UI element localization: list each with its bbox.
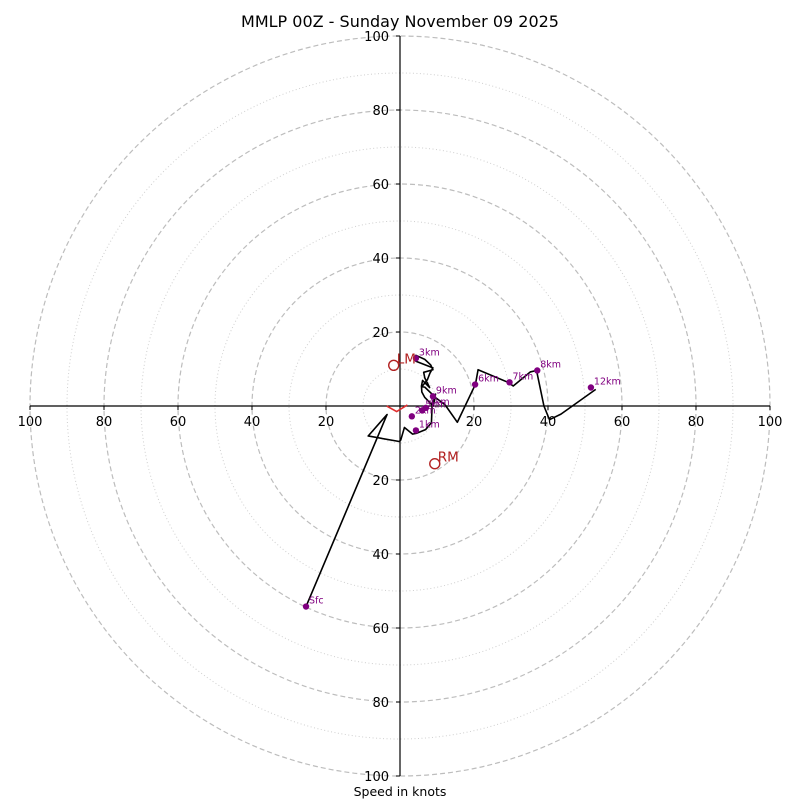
x-tick-label: 100: [758, 415, 783, 430]
y-tick-label: 40: [372, 548, 389, 563]
storm-motion-label: RM: [438, 450, 459, 466]
height-marker-label: Sfc: [309, 596, 324, 607]
height-marker-dot: [412, 427, 420, 434]
y-tick-label: 80: [372, 696, 389, 711]
chart-title: MMLP 00Z - Sunday November 09 2025: [241, 12, 559, 31]
x-tick-label: 100: [18, 415, 43, 430]
low-level-shear-segment: [386, 404, 408, 413]
tick-labels: 100 80 60 40 20 20 40 60 80 100100806040202040608…: [18, 30, 783, 785]
height-marker-label: 6km: [478, 374, 499, 385]
x-axis-label: Speed in knots: [354, 784, 447, 799]
height-marker-dot: [412, 355, 420, 362]
x-tick-label: 20: [466, 415, 483, 430]
height-marker-label: 2km: [415, 405, 436, 416]
height-marker-label: 4km: [429, 397, 450, 408]
height-marker-dot: [587, 384, 595, 391]
x-tick-label: 20: [318, 415, 335, 430]
height-marker-label: 8km: [540, 359, 561, 370]
height-marker-dot: [471, 381, 479, 388]
height-marker-label: 1km: [419, 419, 440, 430]
y-tick-label: 100: [364, 30, 389, 45]
x-tick-label: 40: [244, 415, 261, 430]
height-marker-label: 3km: [419, 347, 440, 358]
y-tick-label: 60: [372, 178, 389, 193]
axes: [30, 36, 770, 776]
y-tick-label: 80: [372, 104, 389, 119]
height-marker-dot: [534, 367, 541, 374]
height-marker-label: 5km: [425, 399, 446, 410]
y-tick-label: 100: [364, 770, 389, 785]
x-tick-label: 80: [96, 415, 113, 430]
x-tick-label: 60: [170, 415, 187, 430]
y-tick-label: 20: [372, 474, 389, 489]
storm-motion-label: LM: [397, 351, 416, 367]
y-tick-label: 60: [372, 622, 389, 637]
storm-motion-marker: [429, 458, 441, 470]
height-marker-dot: [419, 407, 426, 414]
storm-motion-markers: LM RM: [388, 351, 459, 470]
height-marker-dot: [429, 393, 437, 400]
y-tick-label: 20: [372, 326, 389, 341]
height-marker-dot: [302, 603, 310, 610]
height-marker-label: 7km: [513, 371, 534, 382]
y-tick-label: 40: [372, 252, 389, 267]
storm-motion-marker: [388, 359, 400, 371]
x-tick-label: 80: [688, 415, 705, 430]
height-marker-dot: [408, 413, 416, 420]
height-marker-label: 12km: [594, 377, 621, 388]
height-marker-label: 9km: [436, 385, 457, 396]
height-marker-dot: [506, 379, 513, 386]
x-tick-label: 60: [614, 415, 631, 430]
